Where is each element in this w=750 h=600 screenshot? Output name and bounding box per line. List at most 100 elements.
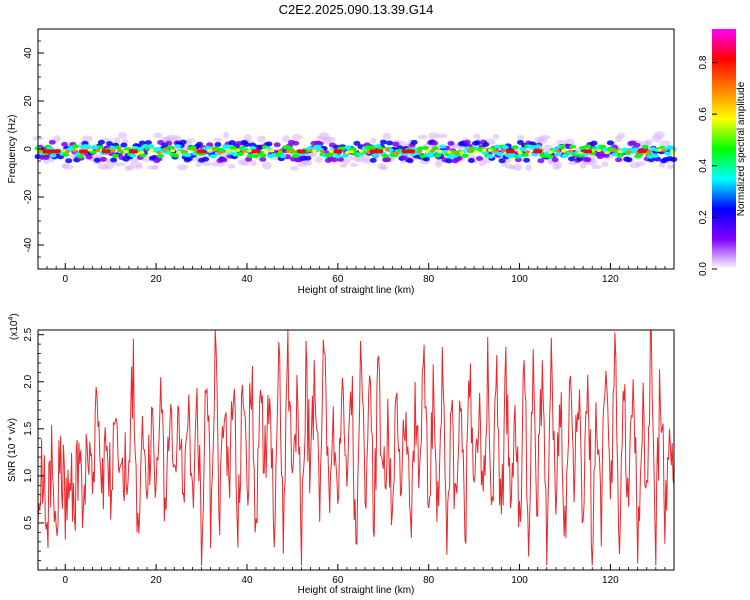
- spectrogram-cell: [610, 148, 616, 153]
- spectrogram-cell: [350, 162, 359, 168]
- spectrogram-cell: [118, 132, 127, 140]
- spectrogram-cell: [174, 144, 182, 149]
- spectrogram-cell: [213, 137, 223, 142]
- spectrogram-cell: [664, 151, 672, 156]
- x-tick-label: 20: [151, 274, 163, 285]
- spectrogram-cell: [476, 155, 484, 161]
- spectrogram-cell: [245, 156, 253, 162]
- snr-y-multiplier: (x104): [8, 313, 20, 340]
- spectrogram-cell: [217, 151, 223, 155]
- spectrogram-cell: [384, 157, 392, 163]
- spectrogram-cell: [49, 153, 57, 158]
- spectrogram-cell: [95, 149, 101, 153]
- spectrogram-cell: [616, 153, 624, 158]
- spectrogram-cell: [277, 149, 283, 153]
- spectrogram-cell: [654, 131, 665, 139]
- spectrogram-cell: [516, 134, 525, 141]
- spectrogram-cell: [447, 140, 455, 146]
- spectrogram-peak: [369, 149, 384, 154]
- spectrogram-peak: [197, 149, 207, 154]
- spectrogram-cell: [93, 157, 101, 163]
- spectrogram-cell: [106, 141, 114, 147]
- spectrogram-cell: [431, 146, 439, 151]
- snr-panel: 0 20 40 60 80 100 120 0.5 1.0 1.5 2.0 2.5 Height o…: [7, 313, 675, 596]
- spectrogram-cell: [617, 149, 623, 154]
- snr-y-ticks: 0.5 1.0 1.5 2.0 2.5: [23, 327, 44, 561]
- spectrogram-cell: [117, 148, 123, 153]
- spectrogram-cell: [494, 144, 502, 149]
- spectrogram-cell: [72, 149, 78, 153]
- spectrogram-cell: [220, 157, 228, 163]
- x-tick-label: 80: [423, 274, 435, 285]
- spectrogram-cell: [525, 164, 532, 171]
- spectrogram-cell: [156, 153, 164, 158]
- spectrogram-cell: [584, 157, 592, 163]
- colorbar-tick-label: 0.2: [698, 210, 709, 224]
- spectrogram-cell: [601, 161, 609, 168]
- spectrogram-cell: [474, 140, 482, 146]
- spectrogram-cell: [123, 149, 129, 154]
- spectrogram-cell: [653, 156, 661, 162]
- spectrogram-cell: [344, 145, 352, 150]
- colorbar-tick-label: 0.4: [698, 158, 709, 172]
- spectrogram-cell: [192, 148, 198, 152]
- spectrogram-cell: [417, 134, 428, 140]
- y-tick-label: 2.0: [23, 374, 34, 388]
- spectrogram-cell: [113, 162, 126, 167]
- colorbar-ticks: 0.0 0.2 0.4 0.6 0.8: [698, 55, 717, 276]
- spectrogram-cell: [228, 140, 236, 146]
- spectrogram-cell: [171, 153, 179, 158]
- spectrogram-cell: [385, 148, 391, 152]
- spectrogram-cell: [349, 150, 355, 154]
- y-tick-label: 1.0: [23, 468, 34, 482]
- spectrogram-cell: [166, 145, 174, 150]
- spectrogram-cell: [661, 148, 667, 153]
- spectrogram-cell: [646, 149, 652, 154]
- spectrogram-cell: [461, 153, 469, 158]
- spectrogram-cell: [113, 137, 121, 145]
- x-tick-label: 120: [602, 575, 619, 586]
- spectrogram-cell: [344, 150, 350, 155]
- spectrogram-peak: [128, 149, 138, 154]
- spectrogram-cell: [176, 150, 182, 155]
- spectrogram-cell: [110, 148, 116, 153]
- spectrogram-cell: [554, 152, 562, 157]
- spectrogram-cell: [261, 161, 272, 170]
- x-tick-label: 60: [332, 274, 344, 285]
- spectrogram-cell: [183, 150, 189, 154]
- spectrogram-cell: [511, 145, 519, 150]
- spectrogram-peak: [78, 149, 88, 154]
- spectrogram-y-ticks: -40 -20 0 20 40: [23, 28, 44, 270]
- colorbar-gradient: [712, 29, 736, 269]
- y-tick-label: 40: [23, 47, 34, 59]
- spectrogram-cell: [473, 149, 479, 154]
- spectrogram-cell: [424, 149, 430, 154]
- spectrogram-cell: [379, 139, 387, 145]
- x-tick-label: 40: [241, 575, 253, 586]
- x-tick-label: 0: [62, 575, 68, 586]
- spectrogram-cell: [633, 142, 641, 148]
- spectrogram-cell: [626, 150, 632, 154]
- spectrogram-cell: [521, 152, 529, 157]
- spectrogram-cell: [319, 149, 325, 154]
- spectrogram-cell: [61, 164, 74, 170]
- spectrogram-cell: [265, 141, 273, 147]
- spectrogram-cell: [353, 140, 361, 146]
- spectrogram-cell: [421, 146, 429, 151]
- spectrogram-cell: [501, 145, 509, 150]
- snr-multiplier-close: ): [9, 313, 20, 316]
- spectrogram-cell: [382, 132, 392, 140]
- spectrogram-peak: [533, 149, 543, 154]
- spectrogram-cell: [153, 132, 163, 139]
- spectrogram-cell: [97, 139, 105, 145]
- spectrogram-cell: [87, 148, 93, 152]
- spectrogram-cell: [431, 140, 439, 146]
- spectrogram-cell: [539, 134, 551, 140]
- spectrogram-cell: [136, 147, 144, 152]
- spectrogram-cell: [207, 148, 213, 152]
- spectrogram-cell: [99, 156, 107, 162]
- spectrogram-cell: [37, 149, 43, 153]
- spectrogram-cell: [358, 149, 364, 153]
- spectrogram-cell: [243, 134, 252, 142]
